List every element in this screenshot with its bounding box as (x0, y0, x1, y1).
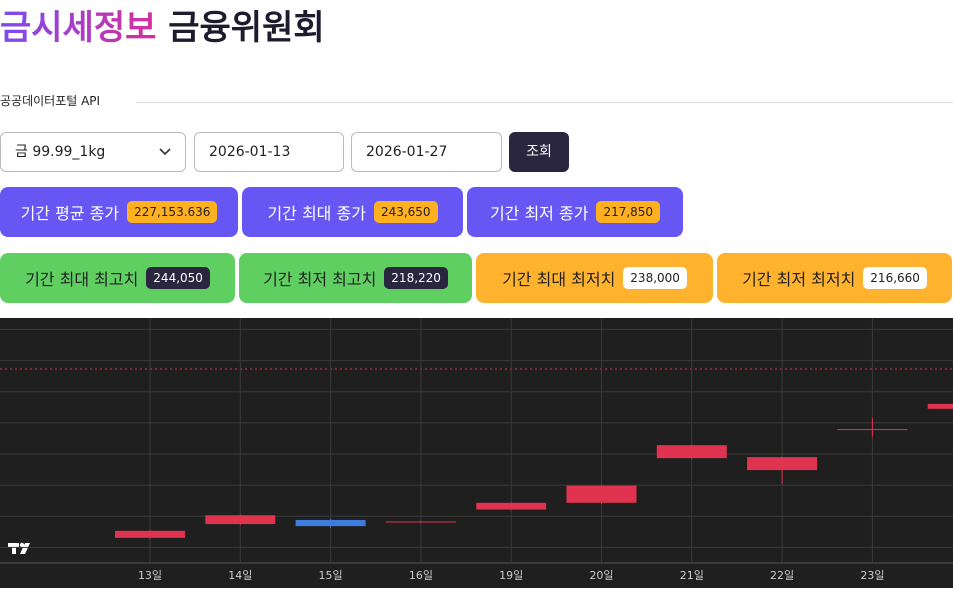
candle-body (656, 445, 727, 459)
brand: 금시세정보 (0, 8, 157, 48)
divider (136, 102, 953, 103)
x-tick-label: 14일 (228, 568, 252, 582)
x-tick-label: 16일 (409, 568, 433, 582)
candle-body (205, 515, 276, 525)
candle-body (115, 530, 185, 538)
stat-card: 기간 최저 최저치 216,660 (717, 253, 952, 303)
title: 금시세정보 금융위원회 (0, 0, 325, 49)
stat-card: 기간 최대 최고치 244,050 (0, 253, 235, 303)
start-date[interactable]: 2026-01-13 (194, 132, 344, 172)
org: 금융위원회 (168, 8, 325, 48)
x-tick-label: 15일 (319, 568, 343, 582)
candle-body (927, 403, 953, 409)
search-button[interactable]: 조회 (509, 132, 569, 172)
stat-value: 216,660 (863, 267, 927, 289)
stat-card: 기간 최저 최고치 218,220 (239, 253, 472, 303)
x-tick-label: 23일 (860, 568, 884, 582)
stat-value: 218,220 (384, 267, 448, 289)
candle-body (295, 519, 366, 527)
candle-body (837, 429, 908, 431)
chart-bg (0, 318, 953, 588)
x-tick-label: 13일 (138, 568, 162, 582)
stat-value: 244,050 (146, 267, 210, 289)
stat-label: 기간 평균 종가 (20, 204, 120, 223)
stat-label: 기간 최저 최고치 (263, 270, 377, 289)
logo (8, 542, 30, 554)
x-tick-label: 21일 (680, 568, 704, 582)
stat-card: 기간 최대 최저치 238,000 (476, 253, 713, 303)
stat-card: 기간 최대 종가 243,650 (242, 187, 463, 237)
stat-label: 기간 최저 종가 (489, 204, 589, 223)
stat-value: 238,000 (623, 267, 687, 289)
stat-card: 기간 평균 종가 227,153.636 (0, 187, 238, 237)
stat-value: 243,650 (373, 201, 438, 223)
stat-card: 기간 최저 종가 217,850 (467, 187, 683, 237)
x-tick-label: 22일 (770, 568, 794, 582)
x-tick-label: 19일 (499, 568, 523, 582)
stat-label: 기간 최저 최저치 (742, 270, 856, 289)
x-tick-label: 20일 (589, 568, 613, 582)
chart: 13일 14일 15일 16일 19일 20일 21일 22일 23일 (0, 318, 953, 588)
candle-body (747, 457, 818, 471)
candle-body (566, 485, 637, 503)
chevron (159, 148, 171, 156)
stat-label: 기간 최대 최고치 (25, 270, 139, 289)
candle-body (476, 502, 547, 510)
stat-value: 227,153.636 (127, 201, 218, 223)
stat-value: 217,850 (596, 201, 661, 223)
product-select[interactable]: 금 99.99_1kg (0, 132, 186, 172)
stat-label: 기간 최대 최저치 (502, 270, 616, 289)
source: 공공데이터포털 API (0, 94, 101, 108)
candle-body (385, 521, 456, 523)
stat-label: 기간 최대 종가 (267, 204, 366, 223)
end-date[interactable]: 2026-01-27 (351, 132, 502, 172)
product: 금 99.99_1kg (15, 144, 106, 160)
